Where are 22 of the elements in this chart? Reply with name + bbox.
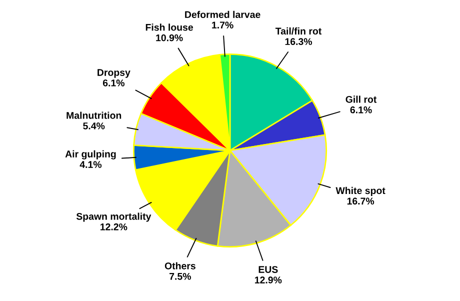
- slice-label: Others: [164, 262, 196, 270]
- data-label: 16.7%: [347, 198, 374, 205]
- slice-label: Air gulping: [65, 150, 116, 160]
- slice-label: Dropsy: [98, 69, 130, 78]
- data-label: 16.3%: [285, 38, 312, 46]
- data-label: 5.4%: [83, 122, 105, 130]
- slice-label: White spot: [336, 186, 386, 196]
- slice-label: Spawn mortality: [76, 212, 152, 222]
- slice-label: EUS: [258, 266, 278, 273]
- data-label: 4.1%: [80, 161, 102, 168]
- data-label: 10.9%: [156, 34, 183, 42]
- slice-label: Deformed larvae: [185, 10, 260, 18]
- data-label: 12.2%: [100, 223, 128, 230]
- data-label: 6.1%: [350, 106, 372, 114]
- slice-label: Tail/fin rot: [275, 27, 322, 35]
- slice-label: Gill rot: [346, 96, 377, 103]
- data-label: 1.7%: [212, 22, 234, 28]
- slice-label: Malnutrition: [66, 112, 122, 119]
- data-label: 12.9%: [254, 276, 282, 284]
- data-label: 6.1%: [102, 79, 124, 86]
- slice-label: Fish louse: [146, 24, 193, 31]
- data-label: 7.5%: [170, 272, 191, 280]
